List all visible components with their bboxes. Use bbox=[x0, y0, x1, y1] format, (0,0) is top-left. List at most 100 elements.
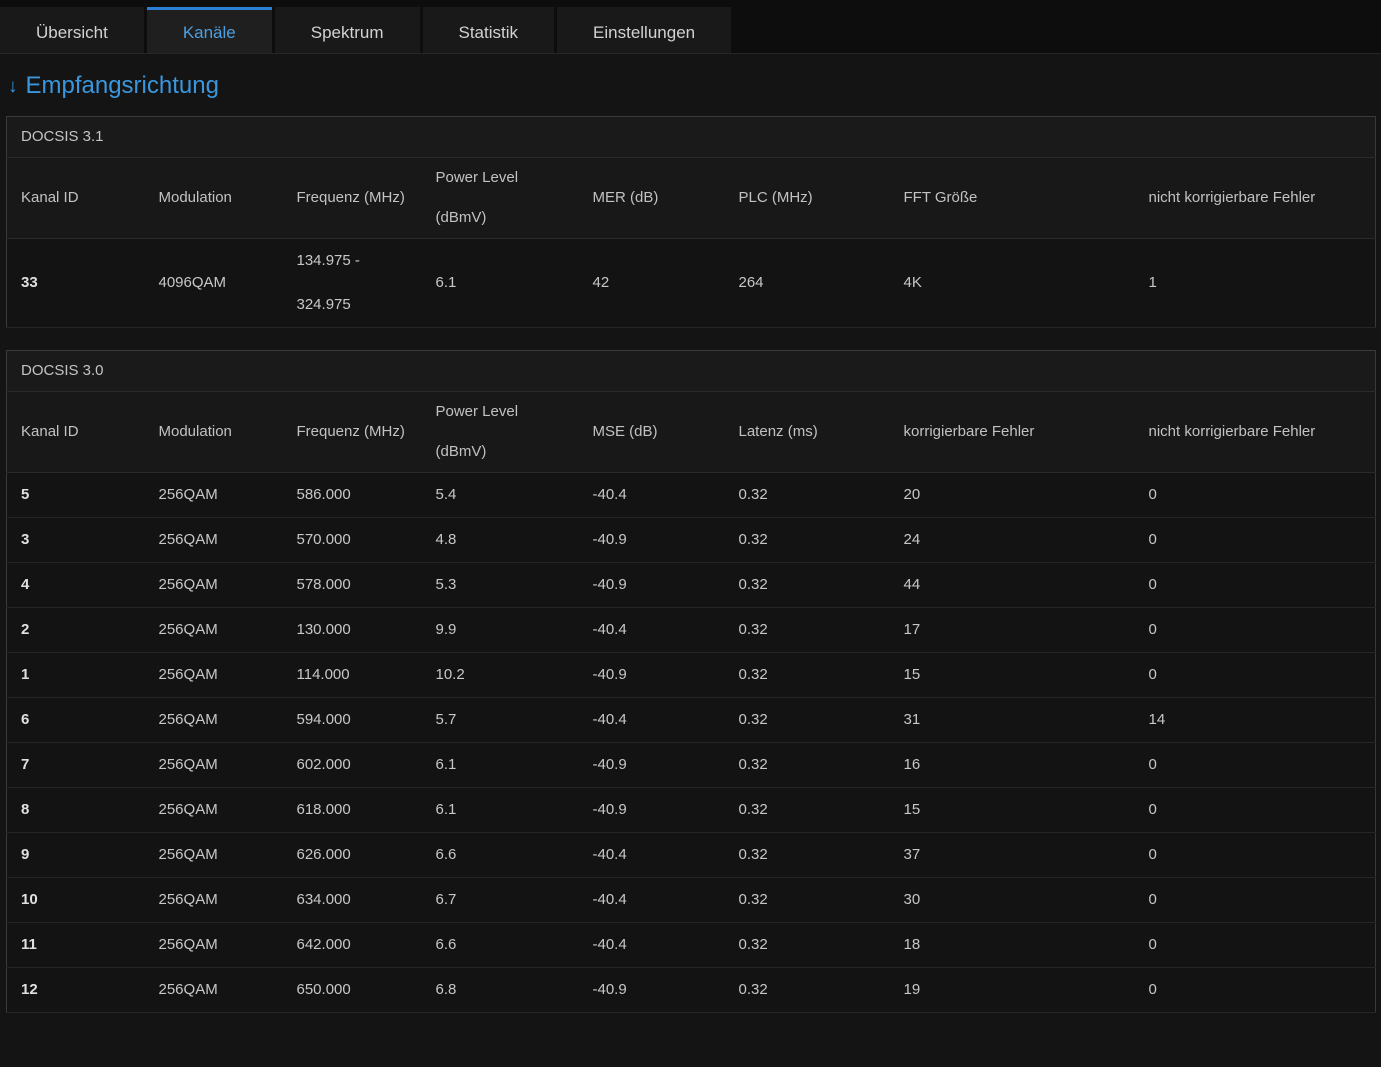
cell: 0 bbox=[1134, 832, 1376, 878]
column-header: Power Level (dBmV) bbox=[421, 157, 579, 239]
cell: 0.32 bbox=[724, 877, 890, 923]
cell: -40.4 bbox=[578, 607, 725, 653]
cell: 256QAM bbox=[144, 697, 283, 743]
cell: 9.9 bbox=[421, 607, 579, 653]
cell: 0 bbox=[1134, 607, 1376, 653]
cell: 0 bbox=[1134, 742, 1376, 788]
tab-spektrum[interactable]: Spektrum bbox=[274, 7, 420, 53]
cell: 0 bbox=[1134, 877, 1376, 923]
table-caption: DOCSIS 3.0 bbox=[6, 350, 1376, 392]
cell: 44 bbox=[889, 562, 1135, 608]
cell: 6.1 bbox=[421, 238, 579, 328]
cell: 10.2 bbox=[421, 652, 579, 698]
cell: 256QAM bbox=[144, 652, 283, 698]
cell: 12 bbox=[6, 967, 145, 1013]
cell: -40.4 bbox=[578, 922, 725, 968]
tab-einstellungen[interactable]: Einstellungen bbox=[557, 7, 732, 53]
cell: 6.1 bbox=[421, 787, 579, 833]
cell: 20 bbox=[889, 472, 1135, 518]
table-row: 1 256QAM 114.000 10.2 -40.9 0.32 15 0 bbox=[6, 652, 1376, 698]
cell: 256QAM bbox=[144, 787, 283, 833]
cell: -40.9 bbox=[578, 787, 725, 833]
cell: 0.32 bbox=[724, 607, 890, 653]
table-row: 12 256QAM 650.000 6.8 -40.9 0.32 19 0 bbox=[6, 967, 1376, 1013]
cell: 130.000 bbox=[282, 607, 422, 653]
cell: 634.000 bbox=[282, 877, 422, 923]
cell: 0 bbox=[1134, 652, 1376, 698]
main-content: ↓ Empfangsrichtung DOCSIS 3.1 Kanal ID Mod… bbox=[0, 54, 1381, 1013]
cell: 0.32 bbox=[724, 652, 890, 698]
column-header: nicht korrigierbare Fehler bbox=[1134, 391, 1376, 473]
column-header: Frequenz (MHz) bbox=[282, 391, 422, 473]
cell: -40.9 bbox=[578, 652, 725, 698]
cell: 8 bbox=[6, 787, 145, 833]
cell: 19 bbox=[889, 967, 1135, 1013]
cell: -40.4 bbox=[578, 472, 725, 518]
cell: 24 bbox=[889, 517, 1135, 563]
cell: 642.000 bbox=[282, 922, 422, 968]
cell: 1 bbox=[6, 652, 145, 698]
column-header: Kanal ID bbox=[6, 157, 145, 239]
column-header: MSE (dB) bbox=[578, 391, 725, 473]
cell: 6.1 bbox=[421, 742, 579, 788]
section-title-text: Empfangsrichtung bbox=[25, 72, 219, 99]
table-row: 8 256QAM 618.000 6.1 -40.9 0.32 15 0 bbox=[6, 787, 1376, 833]
cell: 6.6 bbox=[421, 832, 579, 878]
tab-statistik[interactable]: Statistik bbox=[422, 7, 555, 53]
cell: 31 bbox=[889, 697, 1135, 743]
cell: 14 bbox=[1134, 697, 1376, 743]
column-header: korrigierbare Fehler bbox=[889, 391, 1135, 473]
cell: 0.32 bbox=[724, 832, 890, 878]
table-row: 4 256QAM 578.000 5.3 -40.9 0.32 44 0 bbox=[6, 562, 1376, 608]
cell: 256QAM bbox=[144, 562, 283, 608]
column-header: FFT Größe bbox=[889, 157, 1135, 239]
cell: 0.32 bbox=[724, 787, 890, 833]
cell: 0 bbox=[1134, 787, 1376, 833]
cell: 4096QAM bbox=[144, 238, 283, 328]
cell: 4K bbox=[889, 238, 1135, 328]
cell: 256QAM bbox=[144, 742, 283, 788]
column-header: Modulation bbox=[144, 157, 283, 239]
cell: 256QAM bbox=[144, 922, 283, 968]
cell: 0.32 bbox=[724, 472, 890, 518]
cell: 5.4 bbox=[421, 472, 579, 518]
cell: 6.7 bbox=[421, 877, 579, 923]
tab-kanaele[interactable]: Kanäle bbox=[146, 7, 272, 53]
cell: 578.000 bbox=[282, 562, 422, 608]
tab-uebersicht[interactable]: Übersicht bbox=[0, 7, 144, 53]
table-row: 5 256QAM 586.000 5.4 -40.4 0.32 20 0 bbox=[6, 472, 1376, 518]
column-header: Latenz (ms) bbox=[724, 391, 890, 473]
table-row: 33 4096QAM 134.975 - 324.975 6.1 42 264 4K 1 bbox=[6, 238, 1376, 328]
cell: 256QAM bbox=[144, 967, 283, 1013]
collapse-down-arrow-icon: ↓ bbox=[8, 76, 18, 97]
cell: 9 bbox=[6, 832, 145, 878]
column-header: MER (dB) bbox=[578, 157, 725, 239]
cell: 626.000 bbox=[282, 832, 422, 878]
cell: 15 bbox=[889, 652, 1135, 698]
cell: 602.000 bbox=[282, 742, 422, 788]
cell: 0.32 bbox=[724, 562, 890, 608]
cell: 11 bbox=[6, 922, 145, 968]
cell: 0 bbox=[1134, 922, 1376, 968]
table-caption: DOCSIS 3.1 bbox=[6, 116, 1376, 158]
cell: 650.000 bbox=[282, 967, 422, 1013]
cell: 0.32 bbox=[724, 697, 890, 743]
cell: 114.000 bbox=[282, 652, 422, 698]
cell: 134.975 - 324.975 bbox=[282, 238, 422, 328]
cell: 6 bbox=[6, 697, 145, 743]
cell: 0 bbox=[1134, 967, 1376, 1013]
table-row: 11 256QAM 642.000 6.6 -40.4 0.32 18 0 bbox=[6, 922, 1376, 968]
docsis-30-table: DOCSIS 3.0 Kanal ID Modulation Frequenz (MH… bbox=[6, 350, 1377, 1013]
table-row: 9 256QAM 626.000 6.6 -40.4 0.32 37 0 bbox=[6, 832, 1376, 878]
table-row: 3 256QAM 570.000 4.8 -40.9 0.32 24 0 bbox=[6, 517, 1376, 563]
cell: 2 bbox=[6, 607, 145, 653]
cell: 256QAM bbox=[144, 472, 283, 518]
cell: 6.8 bbox=[421, 967, 579, 1013]
cell: -40.4 bbox=[578, 697, 725, 743]
cell: 256QAM bbox=[144, 832, 283, 878]
cell: 6.6 bbox=[421, 922, 579, 968]
cell: 0 bbox=[1134, 562, 1376, 608]
cell: 37 bbox=[889, 832, 1135, 878]
cell: 5.3 bbox=[421, 562, 579, 608]
section-heading-empfangsrichtung[interactable]: ↓ Empfangsrichtung bbox=[6, 54, 1375, 116]
